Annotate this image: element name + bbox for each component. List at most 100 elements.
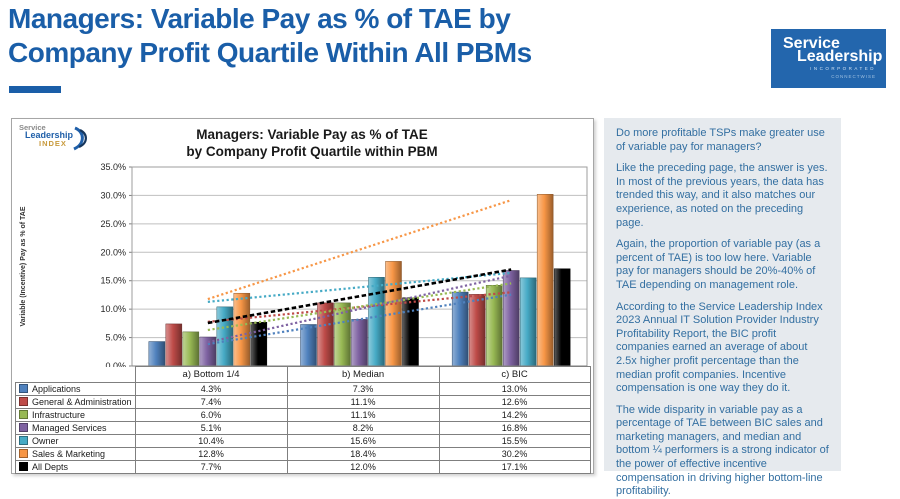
commentary-paragraph-4: According to the Service Leadership Inde…	[616, 300, 823, 395]
y-tick-label: 35.0%	[100, 162, 126, 172]
y-tick-label: 25.0%	[100, 219, 126, 229]
table-row: General & Administration 7.4% 11.1% 12.6%	[15, 395, 591, 409]
series-value: 8.2%	[286, 421, 440, 435]
legend-cell: Managed Services	[15, 421, 136, 435]
series-value: 5.1%	[134, 421, 288, 435]
legend-swatch-icon	[19, 462, 28, 471]
series-value: 6.0%	[134, 408, 288, 422]
table-row: Infrastructure 6.0% 11.1% 14.2%	[15, 408, 591, 422]
bar-owner-1	[368, 277, 385, 367]
series-name: Sales & Marketing	[32, 449, 106, 459]
series-value: 7.7%	[134, 460, 288, 474]
bar-infrastructure-0	[182, 331, 200, 367]
legend-cell: Owner	[15, 434, 136, 448]
trendline-general-administration	[207, 291, 512, 323]
chart-title: Managers: Variable Pay as % of TAE by Co…	[82, 126, 542, 160]
series-value: 12.6%	[438, 395, 591, 409]
bar-owner-0	[216, 306, 234, 367]
chart-container: Service Leadership INDEX Managers: Varia…	[11, 118, 594, 474]
category-header-row: a) Bottom 1/4 b) Median c) BIC	[15, 366, 591, 383]
series-value: 12.8%	[134, 447, 288, 461]
series-value: 16.8%	[438, 421, 591, 435]
series-value: 10.4%	[134, 434, 288, 448]
chart-index-logo: Service Leadership INDEX	[17, 124, 97, 158]
title-underline-bar	[9, 86, 61, 93]
bar-managed-services-1	[351, 319, 368, 367]
series-value: 7.3%	[286, 382, 440, 396]
swoosh-icon	[73, 126, 87, 151]
category-label-median: b) Median	[286, 366, 440, 383]
legend-cell: Applications	[15, 382, 136, 396]
commentary-paragraph-5: The wide disparity in variable pay as a …	[616, 403, 829, 498]
legend-cell: Sales & Marketing	[15, 447, 136, 461]
commentary-panel: Do more profitable TSPs make greater use…	[604, 118, 841, 497]
bar-all-depts-2	[553, 268, 571, 367]
series-value: 18.4%	[286, 447, 440, 461]
legend-swatch-icon	[19, 384, 28, 393]
series-name: Managed Services	[32, 423, 107, 433]
series-value: 30.2%	[438, 447, 591, 461]
table-row: All Depts 7.7% 12.0% 17.1%	[15, 460, 591, 474]
bar-infrastructure-2	[485, 285, 503, 367]
logo-tagline: CONNECTWISE	[831, 74, 876, 79]
category-label-bic: c) BIC	[438, 366, 591, 383]
logo-word-incorporated: INCORPORATED	[810, 66, 876, 71]
table-row: Sales & Marketing 12.8% 18.4% 30.2%	[15, 447, 591, 461]
logo-word-service: Service	[783, 35, 840, 52]
bar-general-administration-2	[468, 294, 486, 367]
chart-logo-index: INDEX	[39, 139, 67, 148]
series-value: 11.1%	[286, 408, 440, 422]
bar-applications-1	[300, 324, 317, 367]
page-title: Managers: Variable Pay as % of TAE by Co…	[8, 2, 648, 70]
series-value: 15.6%	[286, 434, 440, 448]
trendline-managed-services	[207, 274, 512, 344]
series-value: 15.5%	[438, 434, 591, 448]
series-value: 12.0%	[286, 460, 440, 474]
category-label-bottom-quartile: a) Bottom 1/4	[134, 366, 288, 383]
chart-logo-service: Service	[19, 123, 46, 132]
series-value: 11.1%	[286, 395, 440, 409]
chart-title-line1: Managers: Variable Pay as % of TAE	[196, 127, 428, 142]
legend-swatch-icon	[19, 436, 28, 445]
table-row: Owner 10.4% 15.6% 15.5%	[15, 434, 591, 448]
category-header-spacer	[15, 366, 136, 383]
bar-owner-2	[519, 277, 537, 367]
series-value: 17.1%	[438, 460, 591, 474]
y-tick-label: 20.0%	[100, 247, 126, 257]
commentary-paragraph-3: Again, the proportion of variable pay (a…	[616, 238, 821, 291]
bar-applications-0	[148, 341, 166, 367]
legend-cell: Infrastructure	[15, 408, 136, 422]
table-row: Applications 4.3% 7.3% 13.0%	[15, 382, 591, 396]
bar-all-depts-1	[402, 297, 419, 367]
chart-logo-leadership: Leadership	[25, 130, 74, 140]
bar-chart-plot: 0.0% 5.0% 10.0% 15.0% 20.0% 25.0% 30.0% 35.0%	[100, 162, 588, 371]
trendline-infrastructure	[207, 282, 512, 332]
series-name: General & Administration	[32, 397, 132, 407]
series-name: All Depts	[32, 462, 69, 472]
logo-word-leadership: Leadership	[797, 48, 883, 65]
chart-data-table: a) Bottom 1/4 b) Median c) BIC Applicati…	[15, 366, 591, 474]
series-value: 4.3%	[134, 382, 288, 396]
page-title-line1: Managers: Variable Pay as % of TAE by	[8, 3, 511, 34]
bar-sales-marketing-0	[233, 292, 251, 367]
legend-swatch-icon	[19, 397, 28, 406]
y-tick-label: 5.0%	[105, 333, 126, 343]
legend-cell: General & Administration	[15, 395, 136, 409]
y-tick-label: 15.0%	[100, 276, 126, 286]
y-tick-label: 10.0%	[100, 304, 126, 314]
chart-title-line2: by Company Profit Quartile within PBM	[186, 144, 438, 159]
page-title-line2: Company Profit Quartile Within All PBMs	[8, 37, 532, 68]
series-value: 14.2%	[438, 408, 591, 422]
commentary-paragraph-1: Do more profitable TSPs make greater use…	[616, 127, 825, 153]
series-name: Applications	[32, 384, 81, 394]
trendline-sales-marketing	[207, 199, 512, 301]
y-tick-label: 30.0%	[100, 190, 126, 200]
table-row: Managed Services 5.1% 8.2% 16.8%	[15, 421, 591, 435]
series-name: Owner	[32, 436, 59, 446]
bar-general-administration-0	[165, 323, 183, 367]
series-name: Infrastructure	[32, 410, 86, 420]
commentary-paragraph-2: Like the preceding page, the answer is y…	[616, 162, 828, 229]
service-leadership-logo: Service Leadership INCORPORATED CONNECTW…	[771, 29, 886, 88]
bar-sales-marketing-2	[536, 194, 554, 367]
legend-swatch-icon	[19, 449, 28, 458]
